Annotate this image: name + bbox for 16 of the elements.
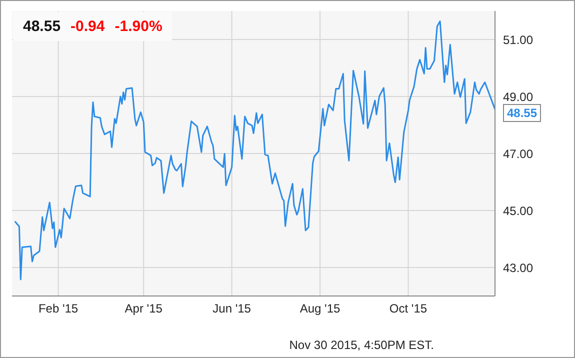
x-tick-label: Oct '15: [389, 302, 428, 316]
text: Nov 30 2015, 4:50PM EST.: [289, 338, 434, 352]
y-tick-label: 49.00: [503, 90, 534, 104]
x-tick-label: Aug '15: [300, 302, 341, 316]
x-tick-label: Apr '15: [124, 302, 163, 316]
y-tick-label: 45.00: [503, 204, 534, 218]
annotation: 48.55: [503, 104, 542, 122]
x-tick-label: Jun '15: [212, 302, 252, 316]
line-series: [14, 20, 495, 280]
y-tick-label: 47.00: [503, 146, 534, 161]
annotation: 48.55: [23, 18, 61, 35]
x-tick-label: Feb '15: [38, 302, 78, 316]
y-tick-label: 43.00: [503, 260, 534, 275]
y-tick-label: 51.00: [503, 32, 534, 47]
annotation: -1.90%: [114, 18, 162, 35]
annotation: -0.94: [70, 18, 105, 35]
